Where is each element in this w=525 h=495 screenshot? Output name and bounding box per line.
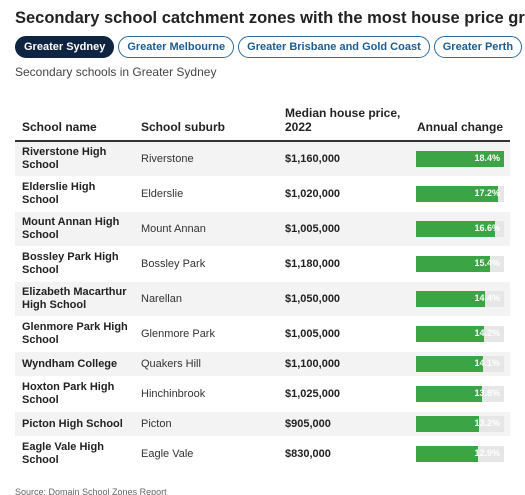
bar-label: 18.4% [474, 153, 500, 163]
school-name: Elderslie High School [15, 176, 134, 212]
table-row: Elizabeth Macarthur High School Narellan $… [15, 281, 510, 317]
bar [416, 256, 490, 272]
tabs: Greater Sydney Greater Melbourne Greater B… [15, 36, 523, 58]
bar-track: 18.4% [416, 151, 504, 167]
median-price: $905,000 [278, 411, 409, 437]
bar-track: 13.8% [416, 386, 504, 402]
subtitle: Secondary schools in Greater Sydney [15, 65, 217, 79]
table-row: Riverstone High School Riverstone $1,160,0… [15, 141, 510, 177]
table-row: Glenmore Park High School Glenmore Park $1… [15, 316, 510, 352]
bar-label: 16.6% [474, 223, 500, 233]
bar-track: 15.4% [416, 256, 504, 272]
annual-change-cell: 12.9% [409, 436, 510, 472]
median-price: $1,180,000 [278, 246, 409, 282]
school-name: Picton High School [15, 411, 134, 437]
tab[interactable]: Greater Sydney [15, 36, 115, 58]
bar-track: 14.1% [416, 356, 504, 372]
header-row: School name School suburb Median house pri… [15, 100, 510, 142]
bar [416, 356, 484, 372]
tab[interactable]: Greater Perth [433, 36, 523, 58]
table-row: Eagle Vale High School Eagle Vale $830,000… [15, 436, 510, 472]
column-header: Median house price, 2022 [278, 100, 409, 142]
bar-label: 17.2% [474, 188, 500, 198]
school-name: Hoxton Park High School [15, 376, 134, 412]
bar-label: 13.8% [474, 388, 500, 398]
school-name: Glenmore Park High School [15, 316, 134, 352]
column-header: School suburb [134, 100, 278, 142]
bar [416, 221, 496, 237]
school-name: Eagle Vale High School [15, 436, 134, 472]
annual-change-cell: 14.4% [409, 281, 510, 317]
bar-track: 14.2% [416, 326, 504, 342]
column-header: School name [15, 100, 134, 142]
median-price: $1,050,000 [278, 281, 409, 317]
table-header: School name School suburb Median house pri… [15, 100, 510, 142]
bar-label: 14.4% [474, 293, 500, 303]
bar [416, 326, 484, 342]
column-header: Annual change [409, 100, 510, 142]
annual-change-cell: 15.4% [409, 246, 510, 282]
bar-track: 16.6% [416, 221, 504, 237]
annual-change-cell: 17.2% [409, 176, 510, 212]
bar [416, 186, 499, 202]
table-row: Wyndham College Quakers Hill $1,100,000 14.… [15, 351, 510, 377]
table-row: Hoxton Park High School Hinchinbrook $1,02… [15, 376, 510, 412]
median-price: $830,000 [278, 436, 409, 472]
bar-track: 17.2% [416, 186, 504, 202]
school-suburb: Glenmore Park [134, 316, 278, 352]
bar [416, 386, 482, 402]
school-suburb: Eagle Vale [134, 436, 278, 472]
school-suburb: Picton [134, 411, 278, 437]
table-row: Bossley Park High School Bossley Park $1,1… [15, 246, 510, 282]
table-row: Picton High School Picton $905,000 13.2% [15, 411, 510, 437]
bar-label: 14.1% [474, 358, 500, 368]
median-price: $1,160,000 [278, 141, 409, 177]
school-name: Bossley Park High School [15, 246, 134, 282]
bar-label: 13.2% [474, 418, 500, 428]
bar [416, 151, 504, 167]
school-suburb: Hinchinbrook [134, 376, 278, 412]
bar [416, 446, 478, 462]
bar-track: 13.2% [416, 416, 504, 432]
school-suburb: Quakers Hill [134, 351, 278, 377]
bar-label: 14.2% [474, 328, 500, 338]
school-suburb: Mount Annan [134, 211, 278, 247]
median-price: $1,005,000 [278, 211, 409, 247]
school-name: Elizabeth Macarthur High School [15, 281, 134, 317]
source: Source: Domain School Zones Report [15, 487, 167, 495]
school-suburb: Bossley Park [134, 246, 278, 282]
school-name: Riverstone High School [15, 141, 134, 177]
table: School name School suburb Median house pri… [15, 100, 510, 472]
annual-change-cell: 13.8% [409, 376, 510, 412]
bar-track: 12.9% [416, 446, 504, 462]
annual-change-cell: 18.4% [409, 141, 510, 177]
school-suburb: Riverstone [134, 141, 278, 177]
tab[interactable]: Greater Brisbane and Gold Coast [238, 36, 430, 58]
table-row: Elderslie High School Elderslie $1,020,000… [15, 176, 510, 212]
table-row: Mount Annan High School Mount Annan $1,005… [15, 211, 510, 247]
tab[interactable]: Greater Melbourne [118, 36, 235, 58]
school-suburb: Narellan [134, 281, 278, 317]
bar-track: 14.4% [416, 291, 504, 307]
bar [416, 291, 485, 307]
median-price: $1,005,000 [278, 316, 409, 352]
median-price: $1,020,000 [278, 176, 409, 212]
annual-change-cell: 16.6% [409, 211, 510, 247]
annual-change-cell: 13.2% [409, 411, 510, 437]
title: Secondary school catchment zones with th… [15, 9, 525, 27]
median-price: $1,100,000 [278, 351, 409, 377]
bar [416, 416, 480, 432]
bar-label: 15.4% [474, 258, 500, 268]
school-suburb: Elderslie [134, 176, 278, 212]
bar-label: 12.9% [474, 448, 500, 458]
annual-change-cell: 14.1% [409, 351, 510, 377]
annual-change-cell: 14.2% [409, 316, 510, 352]
table-body: Riverstone High School Riverstone $1,160,0… [15, 141, 510, 472]
school-name: Wyndham College [15, 351, 134, 377]
school-name: Mount Annan High School [15, 211, 134, 247]
median-price: $1,025,000 [278, 376, 409, 412]
